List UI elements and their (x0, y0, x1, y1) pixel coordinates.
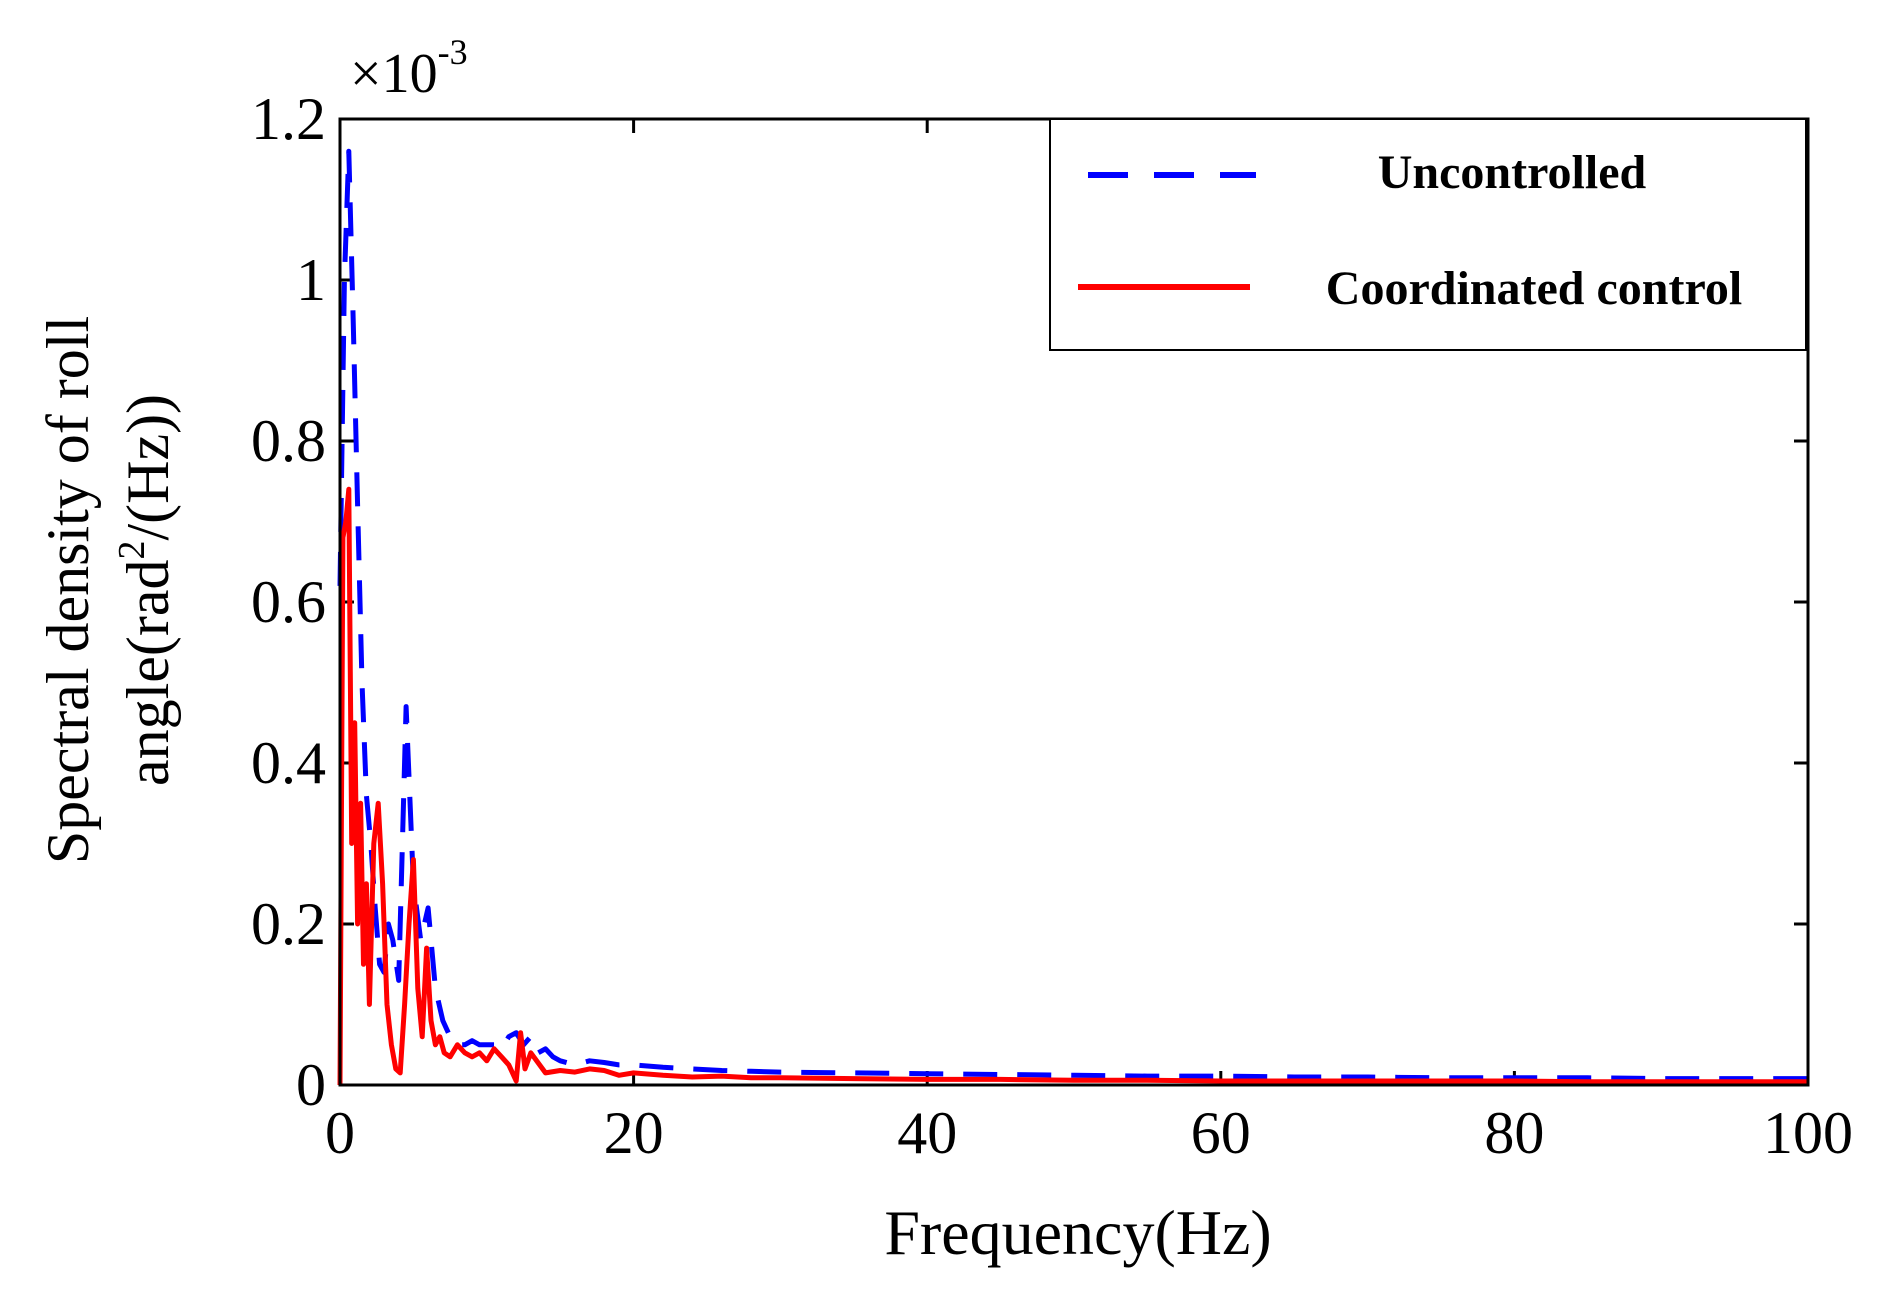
y-tick-label: 0.8 (251, 408, 326, 474)
y-tick-label: 0 (296, 1052, 326, 1118)
y-axis-label: Spectral density of roll angle(rad2/(Hz)… (35, 316, 181, 864)
x-tick-label: 100 (1763, 1100, 1853, 1166)
y-tick-label: 0.4 (251, 730, 326, 796)
y-tick-label: 0.6 (251, 569, 326, 635)
legend-label-coordinated-control: Coordinated control (1326, 262, 1742, 315)
series-line-coordinated-control (337, 486, 1808, 1086)
legend-label-uncontrolled: Uncontrolled (1378, 146, 1647, 199)
legend: Uncontrolled Coordinated control (1049, 118, 1807, 351)
x-axis-label: Frequency(Hz) (884, 1197, 1271, 1268)
legend-box (1049, 118, 1807, 351)
x-tick-label: 0 (325, 1100, 355, 1166)
tick-labels-group: 0 20 40 60 80 100 0 0.2 0.4 0.6 0.8 1 1.2 (251, 86, 1853, 1166)
y-axis-label-line1: Spectral density of roll (35, 316, 101, 864)
x-tick-label: 40 (897, 1100, 957, 1166)
y-tick-label: 1.2 (251, 86, 326, 152)
x-tick-label: 80 (1484, 1100, 1544, 1166)
y-tick-label: 0.2 (251, 891, 326, 957)
x-tick-label: 60 (1191, 1100, 1251, 1166)
y-multiplier: ×10-3 (350, 32, 468, 105)
y-tick-label: 1 (296, 247, 326, 313)
y-axis-label-line2: angle(rad2/(Hz)) (111, 394, 181, 786)
x-tick-label: 20 (604, 1100, 664, 1166)
series-group (337, 148, 1808, 1086)
